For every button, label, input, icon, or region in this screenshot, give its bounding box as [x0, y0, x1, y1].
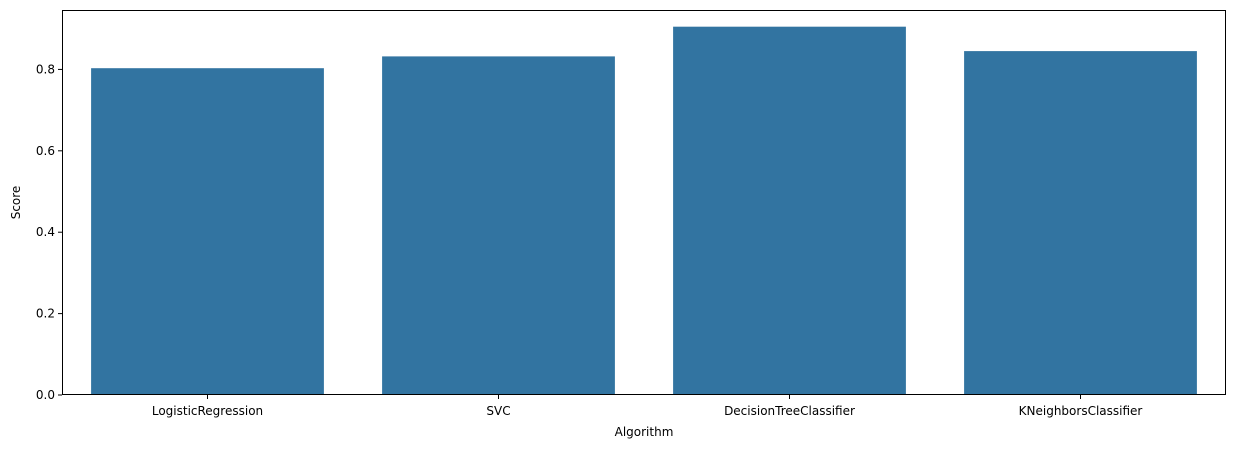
bar-LogisticRegression — [91, 68, 324, 395]
x-tick-label: DecisionTreeClassifier — [724, 404, 855, 418]
y-tick-label: 0.0 — [36, 388, 55, 402]
y-tick-label: 0.6 — [36, 144, 55, 158]
x-tick-label: LogisticRegression — [152, 404, 263, 418]
bar-DecisionTreeClassifier — [673, 26, 906, 396]
y-axis-label: Score — [9, 186, 23, 220]
y-tick-label: 0.4 — [36, 225, 55, 239]
bar-SVC — [382, 56, 615, 395]
y-tick-label: 0.8 — [36, 62, 55, 76]
y-axis-ticks: 0.0 0.2 0.4 0.6 0.8 — [36, 62, 62, 402]
x-axis-label: Algorithm — [615, 425, 674, 439]
y-tick-label: 0.2 — [36, 307, 55, 321]
x-tick-label: KNeighborsClassifier — [1019, 404, 1143, 418]
x-tick-label: SVC — [486, 404, 510, 418]
bar-KNeighborsClassifier — [964, 51, 1197, 396]
bars-layer — [91, 26, 1197, 396]
x-axis-ticks: LogisticRegression SVC DecisionTreeClassif… — [152, 395, 1143, 418]
plot-frame — [62, 10, 1226, 395]
